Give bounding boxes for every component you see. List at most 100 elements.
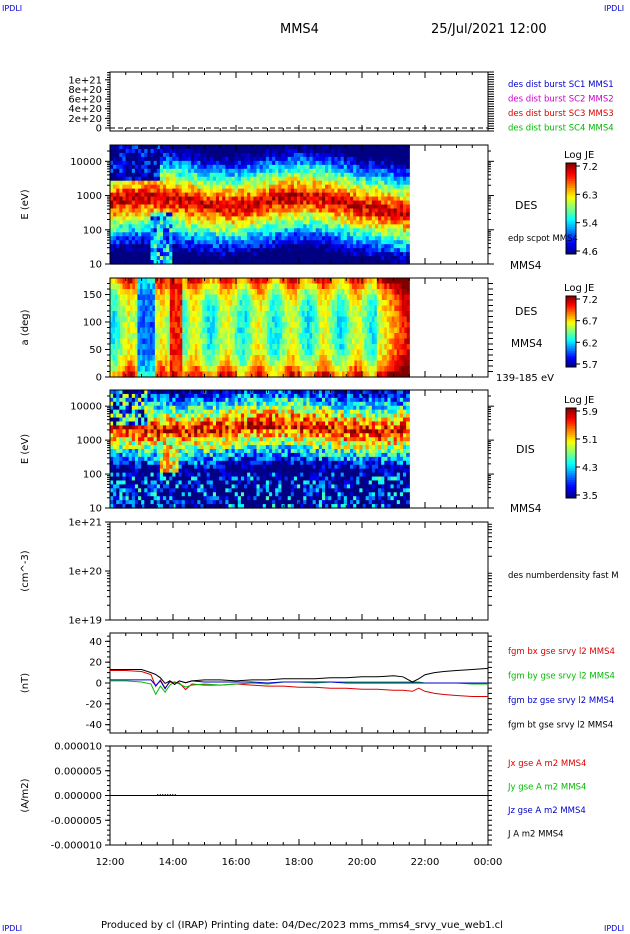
heatmap-cell xyxy=(199,360,203,367)
heatmap-cell xyxy=(309,156,314,162)
heatmap-cell xyxy=(206,216,211,221)
heatmap-cell xyxy=(191,216,195,221)
heatmap-cell xyxy=(300,208,304,214)
heatmap-cell xyxy=(331,196,336,202)
heatmap-cell xyxy=(122,344,126,351)
heatmap-cell xyxy=(289,311,293,318)
heatmap-cell xyxy=(187,349,191,356)
heatmap-cell xyxy=(297,172,301,178)
heatmap-cell xyxy=(128,196,133,202)
heatmap-cell xyxy=(337,236,342,241)
heatmap-cell xyxy=(278,220,283,225)
heatmap-cell xyxy=(240,208,245,214)
heatmap-cell xyxy=(179,366,183,373)
heatmap-cell xyxy=(281,180,286,186)
heatmap-cell xyxy=(222,200,226,206)
heatmap-cell xyxy=(217,289,221,296)
heatmap-cell xyxy=(259,333,263,340)
heatmap-cell xyxy=(275,152,279,158)
heatmap-cell xyxy=(306,224,311,229)
heatmap-cell xyxy=(254,344,258,351)
heatmap-cell xyxy=(174,300,178,307)
heatmap-cell xyxy=(234,300,238,307)
heatmap-cell xyxy=(141,244,145,249)
heatmap-cell xyxy=(244,333,248,340)
heatmap-cell xyxy=(203,236,208,241)
heatmap-cell xyxy=(262,192,267,198)
heatmap-cell xyxy=(365,228,370,233)
heatmap-cell xyxy=(344,305,348,312)
heatmap-cell xyxy=(334,305,338,312)
heatmap-cell xyxy=(340,145,345,150)
heatmap-cell xyxy=(224,360,228,367)
heatmap-cell xyxy=(328,212,332,217)
heatmap-cell xyxy=(164,322,168,329)
heatmap-cell xyxy=(306,252,311,257)
heatmap-cell xyxy=(321,172,326,178)
heatmap-cell xyxy=(119,236,124,241)
heatmap-cell xyxy=(304,278,308,285)
heatmap-cell xyxy=(297,224,301,229)
heatmap-cell xyxy=(326,305,331,312)
heatmap-cell xyxy=(344,344,348,351)
heatmap-cell xyxy=(175,180,180,186)
heatmap-cell xyxy=(344,338,348,345)
heatmap-cell xyxy=(197,180,201,186)
heatmap-cell xyxy=(319,366,323,373)
heatmap-cell xyxy=(292,360,296,367)
heatmap-cell xyxy=(393,248,398,253)
heatmap-cell xyxy=(110,260,114,265)
heatmap-cell xyxy=(116,220,120,225)
heatmap-cell xyxy=(184,260,189,265)
heatmap-cell xyxy=(162,316,166,323)
heatmap-cell xyxy=(334,208,339,214)
heatmap-cell xyxy=(156,244,161,249)
heatmap-cell xyxy=(187,289,191,296)
heatmap-cell xyxy=(194,355,198,362)
heatmap-cell xyxy=(312,160,317,166)
heatmap-cell xyxy=(162,160,167,166)
heatmap-cell xyxy=(122,188,127,194)
heatmap-cell xyxy=(249,289,253,296)
heatmap-cell xyxy=(234,322,238,329)
heatmap-cell xyxy=(174,283,178,290)
heatmap-cell xyxy=(311,360,316,367)
heatmap-cell xyxy=(354,333,358,340)
heatmap-cell xyxy=(262,204,267,210)
heatmap-cell xyxy=(321,148,326,154)
heatmap-cell xyxy=(194,168,198,174)
heatmap-cell xyxy=(249,327,253,334)
heatmap-cell xyxy=(159,289,163,296)
heatmap-cell xyxy=(131,176,136,182)
heatmap-cell xyxy=(244,338,248,345)
heatmap-cell xyxy=(381,188,385,194)
heatmap-cell xyxy=(225,220,230,225)
heatmap-cell xyxy=(325,200,329,206)
colorbar-cell xyxy=(566,247,576,250)
heatmap-cell xyxy=(112,366,116,373)
heatmap-cell xyxy=(284,200,289,206)
heatmap-cell xyxy=(189,355,193,362)
heatmap-cell xyxy=(207,333,211,340)
heatmap-cell xyxy=(341,283,346,290)
heatmap-cell xyxy=(268,248,273,253)
heatmap-cell xyxy=(334,333,338,340)
heatmap-cell xyxy=(215,148,220,154)
heatmap-cell xyxy=(356,220,360,225)
heatmap-cell xyxy=(192,311,196,318)
heatmap-cell xyxy=(256,172,261,178)
heatmap-cell xyxy=(187,200,192,206)
heatmap-cell xyxy=(144,333,149,340)
heatmap-cell xyxy=(365,145,370,150)
heatmap-cell xyxy=(312,184,317,190)
heatmap-cell xyxy=(178,172,183,178)
heatmap-cell xyxy=(311,283,316,290)
heatmap-cell xyxy=(319,322,323,329)
heatmap-cell xyxy=(144,152,149,158)
heatmap-cell xyxy=(371,232,376,237)
heatmap-cell xyxy=(162,333,166,340)
heatmap-cell xyxy=(354,360,358,367)
heatmap-cell xyxy=(227,349,231,356)
heatmap-cell xyxy=(225,164,230,170)
heatmap-cell xyxy=(197,216,201,221)
